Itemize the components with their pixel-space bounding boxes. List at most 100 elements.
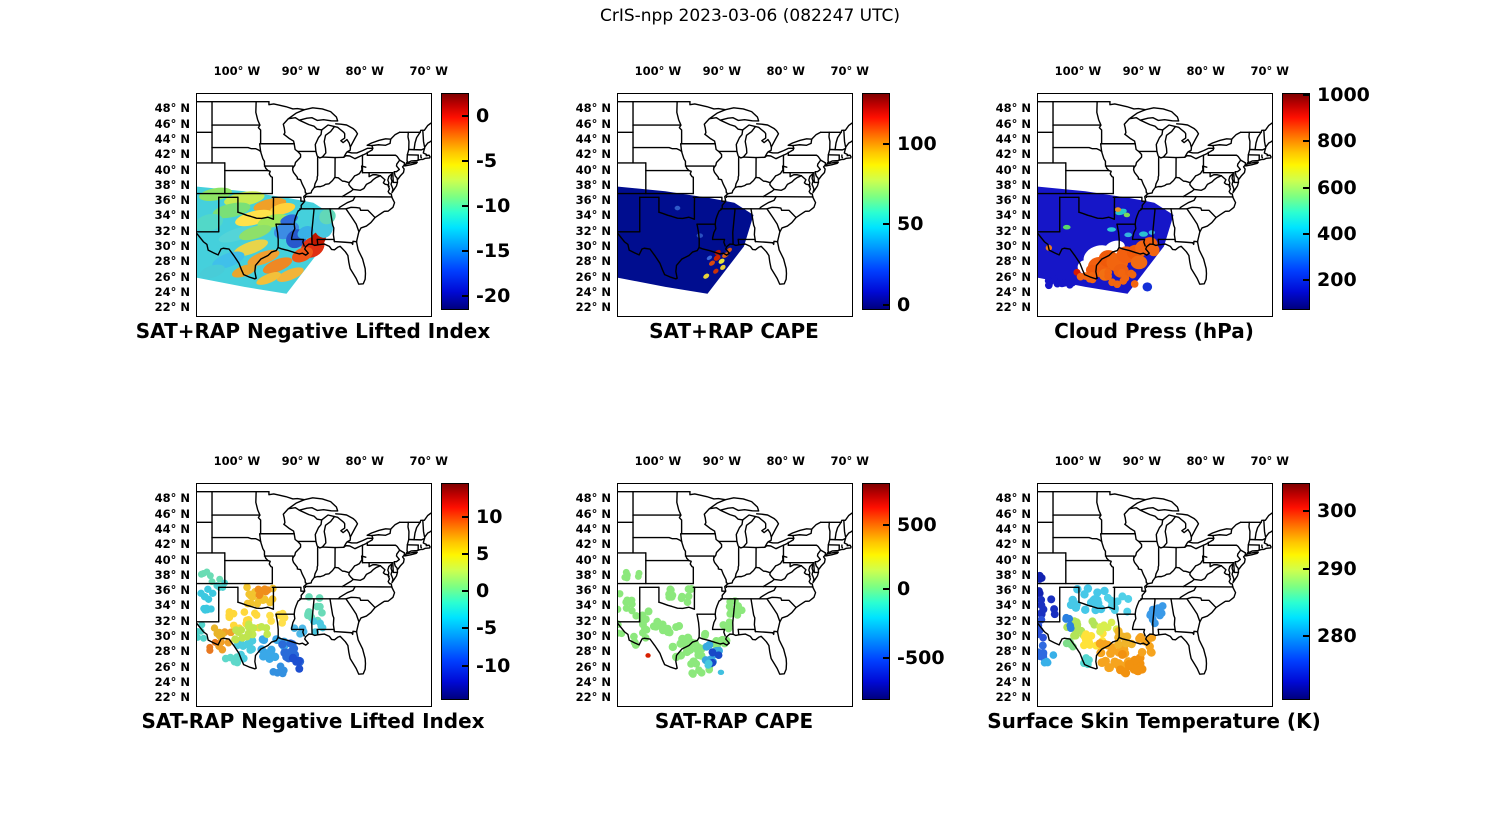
data-point	[677, 594, 686, 603]
colorbar-tick-label: 10	[476, 506, 503, 529]
panel-title: Surface Skin Temperature (K)	[987, 709, 1321, 733]
data-point	[684, 592, 693, 601]
map-svg	[618, 101, 852, 294]
lat-tick-label: 42° N	[154, 537, 190, 552]
data-point	[1130, 280, 1139, 288]
data-point	[1096, 648, 1106, 658]
lat-tick-label: 22° N	[995, 690, 1031, 705]
colorbar-tick-label: -10	[476, 654, 511, 677]
data-point	[210, 624, 219, 632]
data-point	[676, 639, 685, 648]
data-blob	[297, 226, 314, 240]
basemap-outline	[618, 491, 852, 675]
lat-tick-label: 34° N	[154, 208, 190, 223]
lat-tick-label: 36° N	[995, 193, 1031, 208]
data-point	[618, 590, 624, 598]
data-point	[288, 654, 297, 663]
lon-tick-label: 70° W	[1250, 454, 1289, 468]
data-point	[1096, 623, 1104, 631]
data-point	[634, 572, 642, 580]
lat-tick-label: 36° N	[154, 583, 190, 598]
lon-tick-label: 80° W	[345, 64, 385, 78]
data-blob	[718, 258, 725, 264]
lat-tick-label: 26° N	[995, 659, 1031, 674]
lat-tick-label: 40° N	[575, 162, 611, 177]
data-blob	[717, 669, 725, 675]
data-point	[200, 634, 207, 642]
lat-tick-label: 40° N	[575, 552, 611, 567]
data-blob	[713, 254, 721, 261]
data-point	[295, 664, 304, 673]
map-svg	[197, 101, 431, 294]
map-svg	[618, 491, 852, 678]
lon-tick-label: 80° W	[766, 454, 806, 468]
panel-title: SAT-RAP CAPE	[654, 709, 814, 733]
data-point	[318, 609, 326, 617]
colorbar-tick-mark	[883, 223, 889, 226]
data-point	[221, 654, 230, 663]
data-point	[238, 634, 247, 642]
data-blob	[720, 264, 726, 270]
data-point	[248, 636, 257, 645]
colorbar-tick-mark	[883, 303, 889, 306]
data-point	[273, 669, 282, 677]
data-blob	[1139, 231, 1148, 237]
lat-tick-label: 24° N	[575, 675, 611, 690]
lon-tick-label: 100° W	[1054, 64, 1102, 78]
lat-tick-label: 28° N	[575, 254, 611, 269]
data-blob	[1114, 207, 1122, 212]
data-point	[1100, 586, 1109, 596]
lat-tick-label: 32° N	[575, 613, 611, 628]
data-point	[200, 570, 207, 577]
colorbar-tick-label: 100	[897, 132, 937, 155]
data-point	[1081, 605, 1090, 614]
lat-tick-label: 44° N	[154, 521, 190, 536]
lat-tick-label: 48° N	[995, 491, 1031, 506]
data-point	[261, 595, 269, 604]
lat-tick-label: 24° N	[154, 675, 190, 690]
data-point	[1050, 605, 1059, 614]
lon-tick-label: 90° W	[702, 64, 742, 78]
data-point	[204, 595, 213, 603]
lat-tick-label: 26° N	[995, 269, 1031, 284]
data-point	[1113, 597, 1122, 606]
data-point	[309, 617, 318, 626]
lat-tick-label: 44° N	[995, 131, 1031, 146]
lat-tick-label: 46° N	[575, 506, 611, 521]
lat-tick-label: 28° N	[154, 644, 190, 659]
data-blob	[1148, 230, 1155, 235]
lat-tick-label: 44° N	[575, 131, 611, 146]
colorbar-tick-mark	[1303, 140, 1309, 143]
data-point	[278, 640, 287, 649]
lon-tick-label: 100° W	[213, 454, 261, 468]
colorbar-tick-mark	[1303, 186, 1309, 189]
map-panel	[196, 93, 432, 317]
data-point	[676, 651, 686, 660]
colorbar-tick-label: 0	[897, 293, 911, 316]
data-blob	[270, 202, 296, 215]
data-point	[1137, 648, 1147, 657]
colorbar-tick-label: 200	[1317, 269, 1357, 292]
colorbar-tick-mark	[883, 524, 889, 527]
data-point	[206, 572, 214, 580]
data-point	[1068, 595, 1077, 605]
data-point	[262, 624, 271, 632]
colorbar-tick-mark	[883, 587, 889, 590]
colorbar-tick-mark	[462, 589, 468, 592]
data-blob	[262, 257, 293, 274]
map-svg	[197, 491, 431, 678]
lat-tick-label: 38° N	[995, 177, 1031, 192]
panel-title: SAT+RAP CAPE	[649, 319, 819, 343]
data-point	[719, 621, 728, 629]
data-point	[1104, 272, 1112, 281]
data-point	[1066, 621, 1075, 630]
colorbar-tick-label: 300	[1317, 499, 1357, 522]
lon-tick-label: 90° W	[702, 454, 742, 468]
data-point	[246, 645, 255, 654]
panel-title: SAT+RAP Negative Lifted Index	[135, 319, 491, 343]
lat-tick-label: 28° N	[995, 254, 1031, 269]
data-point	[1071, 631, 1080, 640]
data-point	[233, 658, 241, 667]
lat-tick-label: 48° N	[154, 491, 190, 506]
colorbar-tick-mark	[883, 142, 889, 145]
